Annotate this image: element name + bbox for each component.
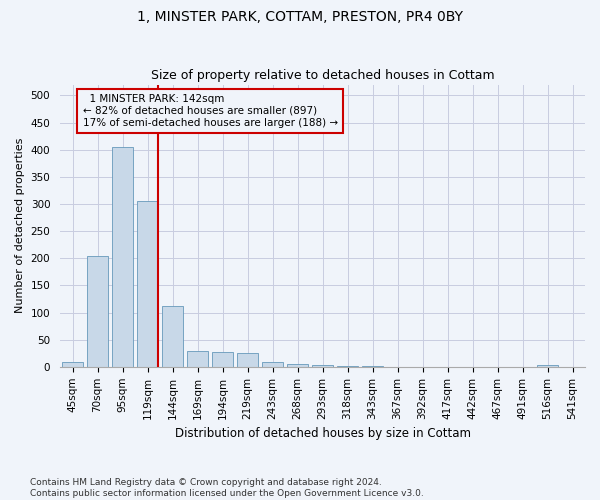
Y-axis label: Number of detached properties: Number of detached properties — [15, 138, 25, 314]
Bar — [187, 350, 208, 367]
Bar — [212, 352, 233, 367]
Bar — [537, 365, 558, 367]
Bar — [262, 362, 283, 367]
Bar — [287, 364, 308, 367]
Text: 1 MINSTER PARK: 142sqm
← 82% of detached houses are smaller (897)
17% of semi-de: 1 MINSTER PARK: 142sqm ← 82% of detached… — [83, 94, 338, 128]
Bar — [337, 366, 358, 367]
Bar — [112, 147, 133, 367]
Bar — [362, 366, 383, 367]
X-axis label: Distribution of detached houses by size in Cottam: Distribution of detached houses by size … — [175, 427, 470, 440]
Bar — [62, 362, 83, 367]
Bar — [87, 256, 108, 367]
Text: Contains HM Land Registry data © Crown copyright and database right 2024.
Contai: Contains HM Land Registry data © Crown c… — [30, 478, 424, 498]
Bar — [162, 306, 183, 367]
Text: 1, MINSTER PARK, COTTAM, PRESTON, PR4 0BY: 1, MINSTER PARK, COTTAM, PRESTON, PR4 0B… — [137, 10, 463, 24]
Bar — [312, 365, 333, 367]
Bar — [137, 202, 158, 367]
Bar — [237, 353, 258, 367]
Title: Size of property relative to detached houses in Cottam: Size of property relative to detached ho… — [151, 69, 494, 82]
